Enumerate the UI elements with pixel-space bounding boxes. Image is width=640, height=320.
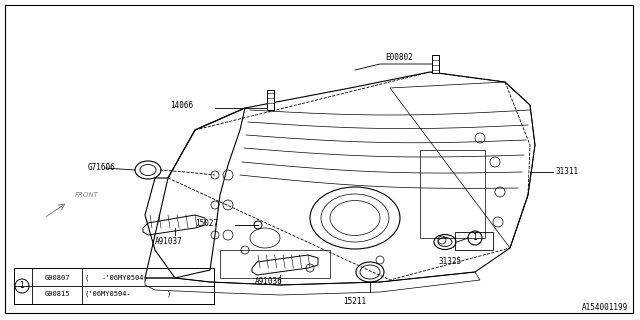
Bar xyxy=(420,150,485,238)
Bar xyxy=(14,268,214,304)
Bar xyxy=(220,250,330,278)
Text: 15211: 15211 xyxy=(344,297,367,306)
Text: E00802: E00802 xyxy=(385,53,413,62)
Bar xyxy=(432,55,439,73)
Text: G71606: G71606 xyxy=(88,164,116,172)
Text: 14066: 14066 xyxy=(170,101,193,110)
Text: 1: 1 xyxy=(20,282,24,291)
Text: A91037: A91037 xyxy=(155,237,183,246)
Text: (: ( xyxy=(85,275,89,281)
Bar xyxy=(455,232,493,250)
Text: A154001199: A154001199 xyxy=(582,303,628,312)
Text: G90815: G90815 xyxy=(44,291,70,297)
Text: G90807: G90807 xyxy=(44,275,70,281)
Text: -'06MY0504): -'06MY0504) xyxy=(102,275,148,281)
Text: ('06MY0504-: ('06MY0504- xyxy=(85,291,132,297)
Text: 31325: 31325 xyxy=(438,257,461,266)
Text: 31311: 31311 xyxy=(556,167,579,177)
Text: A91036: A91036 xyxy=(255,277,283,286)
Text: 15027: 15027 xyxy=(195,219,218,228)
Text: ): ) xyxy=(167,291,172,297)
Text: 1: 1 xyxy=(472,234,477,243)
Text: FRONT: FRONT xyxy=(75,192,99,198)
Bar xyxy=(267,90,274,110)
